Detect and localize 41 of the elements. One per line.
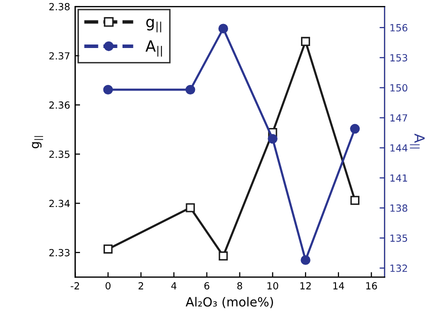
y-tick-label: 2.33 xyxy=(49,248,70,256)
y-tick-label: 2.35 xyxy=(49,150,70,158)
legend-label: A$_{||}$ xyxy=(146,40,162,57)
point xyxy=(300,255,310,265)
x-tick-label: -2 xyxy=(70,282,80,290)
y-tick-label: 2.37 xyxy=(49,52,70,60)
point xyxy=(104,244,113,254)
x-tick-label: 12 xyxy=(300,282,311,290)
y2-tick-label: 147 xyxy=(390,114,408,122)
point xyxy=(218,251,228,260)
y2-tick-label: 150 xyxy=(390,84,408,92)
point xyxy=(350,196,360,205)
y2-tick-label: 156 xyxy=(390,24,408,32)
y-tick-label: 2.36 xyxy=(49,101,70,109)
point xyxy=(268,134,278,144)
legend-label: g$_{||}$ xyxy=(146,18,162,32)
x-tick-label: 16 xyxy=(366,282,377,290)
x-axis-title: Al₂O₃ (mole%) xyxy=(186,296,274,308)
x-tick-label: 10 xyxy=(268,282,278,290)
y2-tick-label: 153 xyxy=(390,54,408,62)
y2-tick-label: 132 xyxy=(390,264,407,272)
y-axis-title: g$_{||}$ xyxy=(32,136,44,148)
x-tick-label: 0 xyxy=(106,282,110,290)
x-tick-label: 2 xyxy=(138,282,144,290)
y2-tick-label: 135 xyxy=(390,234,408,242)
y2-axis-title: A$_{||}$ xyxy=(410,134,425,148)
y2-tick-label: 141 xyxy=(390,174,408,182)
x-tick-label: 8 xyxy=(237,282,242,290)
y-tick-label: 2.38 xyxy=(49,3,70,10)
x-tick-label: 6 xyxy=(204,282,210,290)
y2-tick-label: 144 xyxy=(390,144,408,152)
point xyxy=(103,84,113,95)
x-tick-label: 14 xyxy=(333,282,344,290)
point xyxy=(186,203,195,212)
point xyxy=(185,84,196,95)
y-tick-label: 2.34 xyxy=(49,200,70,208)
point xyxy=(350,124,360,134)
x-tick-label: 4 xyxy=(171,282,176,290)
point xyxy=(218,24,228,34)
y2-tick-label: 138 xyxy=(390,204,408,212)
point xyxy=(301,36,310,46)
